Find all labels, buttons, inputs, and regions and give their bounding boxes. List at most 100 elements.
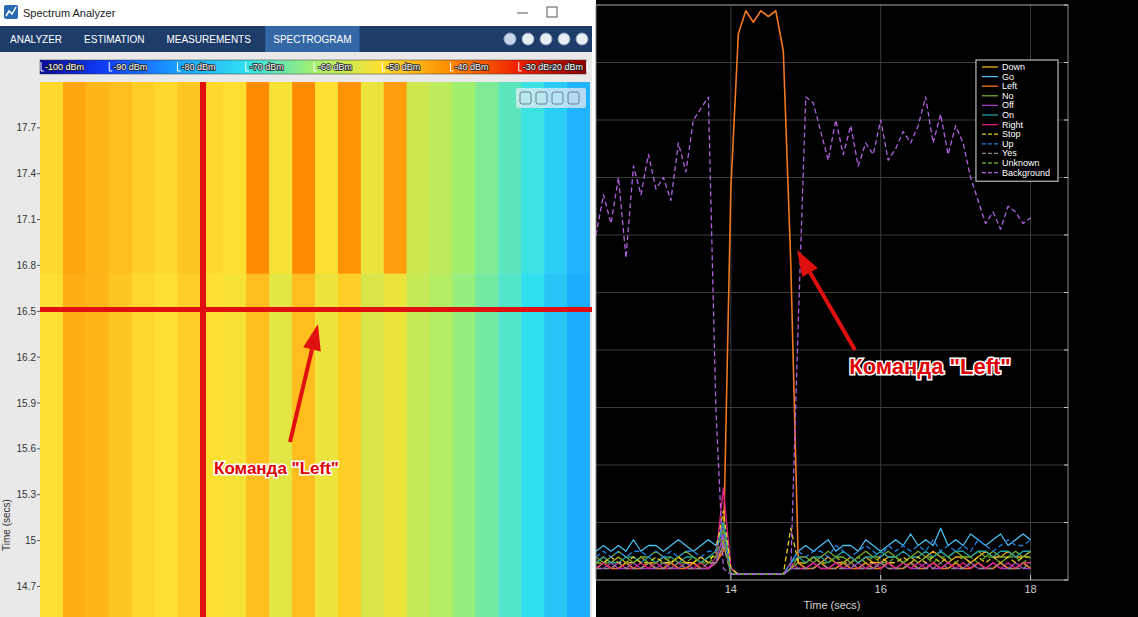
page: Spectrum Analyzer ANALYZER ESTIMATION MEASU…	[0, 0, 1138, 617]
y-tick	[37, 586, 40, 587]
marker-line-vertical	[200, 82, 206, 617]
y-tick-label: 14.7	[17, 581, 37, 592]
toolbar-icon[interactable]	[522, 33, 534, 45]
y-grid-line	[596, 465, 1068, 466]
zoom-button[interactable]	[520, 92, 531, 104]
series-line	[596, 528, 1031, 574]
spectrogram-cell	[361, 82, 385, 274]
legend-label: On	[1002, 110, 1014, 120]
zoom-button[interactable]	[568, 92, 579, 104]
colorbar-tick	[587, 62, 590, 71]
y-tick	[37, 265, 40, 266]
spectrogram-cell	[109, 82, 133, 274]
legend-label: Stop	[1002, 129, 1021, 139]
spectrogram-cell	[63, 82, 87, 274]
toolbar-tab[interactable]: SPECTROGRAM	[273, 34, 351, 45]
x-tick-label: 16	[875, 583, 887, 595]
toolbar-icon[interactable]	[504, 33, 516, 45]
y-tick-label: 16.5	[17, 306, 37, 317]
spectrogram-cell	[498, 273, 522, 617]
spectrogram-cell	[475, 273, 499, 617]
legend-label: Go	[1002, 72, 1014, 82]
spectrogram-cell	[315, 273, 339, 617]
y-tick	[1064, 292, 1068, 293]
active-tab-highlight	[265, 26, 359, 52]
plot-frame	[596, 5, 1068, 580]
legend-label: Left	[1002, 81, 1018, 91]
spectrogram-cell	[132, 273, 156, 617]
legend-label: Yes	[1002, 148, 1017, 158]
series-line	[596, 488, 1031, 574]
toolbar-icon[interactable]	[540, 33, 552, 45]
y-grid-line	[596, 235, 1068, 236]
legend-label: Unknown	[1002, 158, 1040, 168]
colorbar-tick-group: -70 dBm	[246, 62, 284, 72]
arrow-shaft	[810, 272, 855, 350]
y-axis-title: Time (secs)	[1, 499, 12, 551]
spectrogram	[40, 82, 590, 617]
spectrogram-cell	[223, 273, 247, 617]
y-tick	[37, 311, 40, 312]
spectrogram-cell	[178, 273, 202, 617]
zoom-button[interactable]	[536, 92, 547, 104]
zoom-toolbar	[516, 88, 586, 108]
y-tick	[37, 219, 40, 220]
colorbar-tick-group: -60 dBm	[314, 62, 352, 72]
spectrogram-cell	[430, 82, 454, 274]
toolbar-icon[interactable]	[576, 33, 588, 45]
y-tick	[37, 127, 40, 128]
y-tick-label: 15.6	[17, 443, 37, 454]
colorbar-tick-label: -50 dBm	[386, 62, 420, 72]
x-tick	[1030, 575, 1031, 580]
legend-swatch	[982, 86, 998, 87]
colorbar-tick-label: -60 dBm	[318, 62, 352, 72]
toolbar-tab[interactable]: ANALYZER	[10, 34, 62, 45]
spectrogram-cell	[269, 82, 293, 274]
x-axis-title: Time (secs)	[803, 599, 860, 611]
spectrogram-cell	[567, 273, 590, 617]
legend-label: Off	[1002, 100, 1014, 110]
y-tick	[1064, 62, 1068, 63]
toolbar-tab[interactable]: ESTIMATION	[84, 34, 144, 45]
legend-label: Right	[1002, 120, 1024, 130]
y-tick	[1064, 465, 1068, 466]
spectrogram-cell	[315, 82, 339, 274]
toolbar-icon[interactable]	[558, 33, 570, 45]
toolbar-tab[interactable]: MEASUREMENTS	[166, 34, 251, 45]
y-grid-line	[596, 350, 1068, 351]
legend-swatch	[982, 76, 998, 77]
colorbar-tick	[178, 62, 181, 71]
spectrogram-cell	[521, 82, 545, 274]
spectrogram-cell	[453, 82, 477, 274]
zoom-button[interactable]	[552, 92, 563, 104]
colorbar-tick	[246, 62, 249, 71]
series-line	[596, 546, 1031, 575]
y-tick-label: 15	[25, 535, 37, 546]
legend-label: No	[1002, 91, 1014, 101]
spectrogram-cell	[246, 82, 270, 274]
toolbar	[0, 26, 592, 52]
spectrogram-cell	[384, 273, 408, 617]
spectrogram-cell	[292, 82, 316, 274]
x-tick	[730, 575, 731, 580]
annotation-arrow	[290, 324, 321, 442]
y-tick	[37, 448, 40, 449]
y-tick	[1064, 350, 1068, 351]
series-line	[596, 534, 1031, 574]
minimize-button	[517, 13, 528, 14]
arrow-head	[303, 324, 321, 351]
spectrogram-cell	[338, 273, 362, 617]
title-bar	[0, 0, 592, 26]
y-tick	[1064, 522, 1068, 523]
spectrogram-cell	[361, 273, 385, 617]
plot-area	[40, 82, 590, 617]
spectrogram-cell	[63, 273, 87, 617]
colorbar-tick	[109, 62, 112, 71]
colorbar-tick-group: -40 dBm	[451, 62, 489, 72]
window-title: Spectrum Analyzer	[23, 7, 116, 19]
legend-label: Down	[1002, 62, 1025, 72]
y-tick-label: 15.9	[17, 398, 37, 409]
y-tick-label: 16.2	[17, 352, 37, 363]
spectrogram-cell	[155, 273, 179, 617]
colorbar-tick	[519, 62, 522, 71]
